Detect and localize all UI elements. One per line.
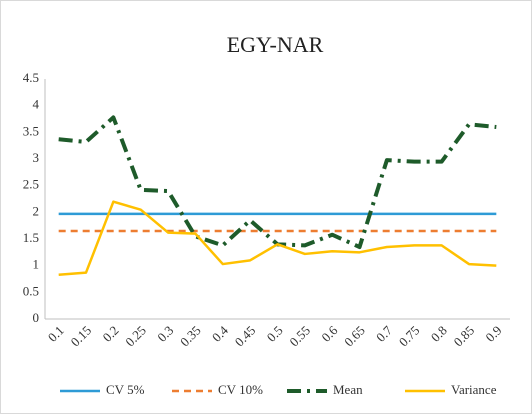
y-tick-label: 3 [33,150,40,165]
y-tick-label: 0 [33,310,40,325]
y-tick-label: 2 [33,203,40,218]
y-tick-label: 2.5 [23,177,39,192]
data-line [58,200,497,276]
legend-label: Variance [451,382,497,397]
y-tick-label: 0.5 [23,283,39,298]
legend-label: CV 10% [218,382,263,397]
y-tick-label: 3.5 [23,123,39,138]
y-tick-label: 1 [33,257,40,272]
y-tick-label: 1.5 [23,230,39,245]
legend-label: Mean [333,382,363,397]
chart-title: EGY-NAR [227,32,324,57]
legend-label: CV 5% [106,382,145,397]
y-tick-label: 4.5 [23,70,39,85]
y-tick-label: 4 [33,97,40,112]
